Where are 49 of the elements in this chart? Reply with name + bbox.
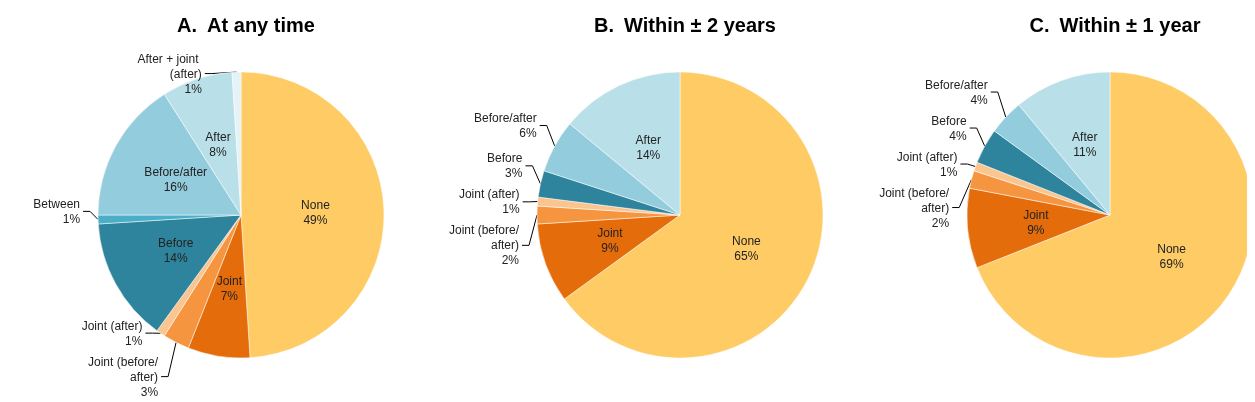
data-label: 1% [62,211,81,226]
data-label: 2% [931,215,950,230]
data-label: 3% [505,166,523,181]
slice-label: Joint [1023,207,1050,222]
data-label: 69% [1159,257,1184,272]
data-label: 16% [163,179,189,194]
slice-label: Joint (after) [458,187,520,202]
data-label: 7% [220,289,239,304]
slice-label: None [732,234,762,249]
chart-title: B. Within ± 2 years [594,14,776,36]
slice-label: After [635,133,661,148]
data-label: 14% [163,251,189,266]
slice-label: Before [931,113,968,128]
slice-label: Before/after [144,164,208,179]
data-label: 1% [125,333,143,348]
slice-label: Before [158,236,194,251]
slice-label: After [205,129,231,144]
data-label: 1% [184,81,203,96]
slice-label: Joint (before/after) [88,354,159,384]
data-label: 9% [1027,222,1045,237]
data-label: 9% [601,240,619,255]
data-label: 65% [734,249,759,264]
slice-label: After [1072,130,1098,145]
data-label: 8% [209,144,227,159]
slice-label: Joint (before/after) [879,185,950,215]
data-label: 49% [303,213,328,228]
slice-label: None [301,198,331,213]
slice-label: Joint (before/after) [448,223,520,253]
slice-label: Joint [597,225,624,240]
slice-label: Before [487,151,523,166]
slice-label: Joint (after) [896,149,958,164]
data-label: 2% [501,253,520,268]
data-label: 14% [636,148,661,163]
data-label: 1% [940,164,958,179]
slice-label: Before/after [473,111,537,125]
data-label: 4% [970,92,989,107]
slice-label: None [1157,242,1187,257]
chart-title: C. Within ± 1 year [1029,14,1201,36]
slice-label: Before/after [925,77,988,92]
slice-label: Joint [216,274,243,289]
slice-label: Joint (after) [81,318,143,333]
data-label: 4% [949,128,968,143]
slice-label: After + joint (after) [137,51,202,81]
data-label: 11% [1073,145,1097,160]
chart-title: A. At any time [177,14,315,36]
slice-label: Between [33,196,81,211]
data-label: 1% [502,202,520,217]
data-label: 6% [519,126,538,141]
data-label: 3% [140,384,159,399]
